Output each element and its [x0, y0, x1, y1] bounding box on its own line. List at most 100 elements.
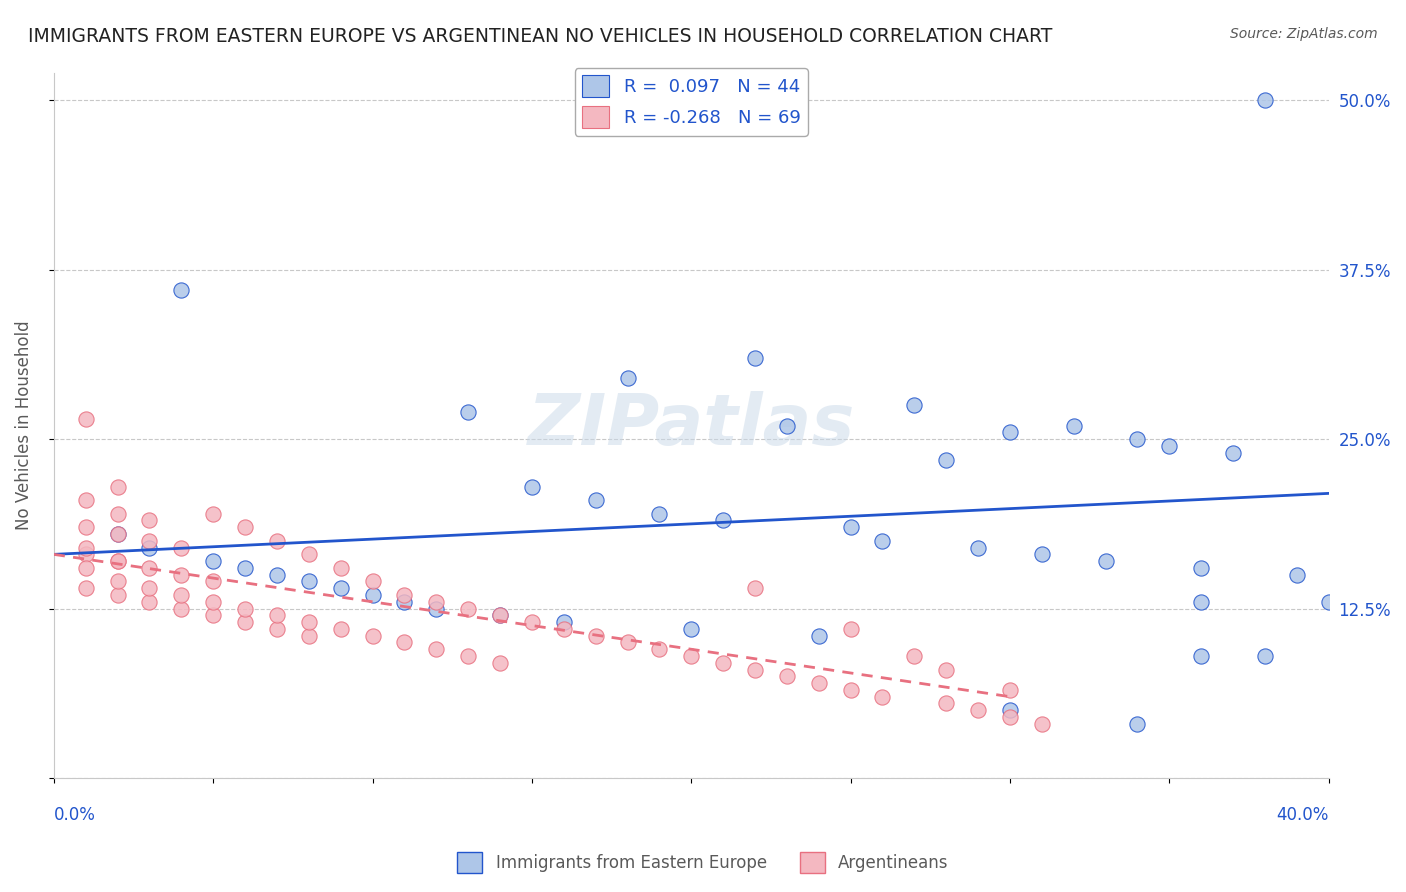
Point	[998, 710, 1021, 724]
Point	[998, 425, 1021, 440]
Point	[1159, 439, 1181, 453]
Point	[839, 622, 862, 636]
Point	[266, 608, 288, 623]
Point	[776, 669, 799, 683]
Point	[138, 561, 160, 575]
Point	[776, 418, 799, 433]
Point	[138, 581, 160, 595]
Point	[107, 527, 129, 541]
Point	[298, 615, 321, 629]
Point	[1222, 446, 1244, 460]
Point	[1063, 418, 1085, 433]
Point	[1254, 648, 1277, 663]
Point	[457, 405, 479, 419]
Point	[681, 648, 703, 663]
Point	[107, 480, 129, 494]
Point	[75, 541, 97, 555]
Point	[967, 703, 990, 717]
Point	[75, 581, 97, 595]
Point	[170, 283, 193, 297]
Y-axis label: No Vehicles in Household: No Vehicles in Household	[15, 321, 32, 531]
Point	[1126, 716, 1149, 731]
Point	[998, 682, 1021, 697]
Point	[616, 635, 638, 649]
Point	[233, 561, 256, 575]
Point	[233, 615, 256, 629]
Point	[457, 648, 479, 663]
Point	[75, 493, 97, 508]
Point	[266, 533, 288, 548]
Point	[170, 541, 193, 555]
Point	[266, 622, 288, 636]
Point	[107, 527, 129, 541]
Point	[202, 554, 225, 568]
Point	[138, 595, 160, 609]
Point	[107, 554, 129, 568]
Point	[872, 533, 894, 548]
Point	[457, 601, 479, 615]
Point	[711, 514, 734, 528]
Point	[329, 581, 352, 595]
Point	[744, 663, 766, 677]
Point	[1254, 93, 1277, 107]
Point	[1285, 567, 1308, 582]
Point	[1126, 432, 1149, 446]
Point	[616, 371, 638, 385]
Point	[520, 615, 543, 629]
Point	[202, 595, 225, 609]
Text: Source: ZipAtlas.com: Source: ZipAtlas.com	[1230, 27, 1378, 41]
Point	[266, 567, 288, 582]
Point	[233, 601, 256, 615]
Point	[903, 648, 925, 663]
Point	[839, 682, 862, 697]
Point	[711, 656, 734, 670]
Point	[202, 608, 225, 623]
Point	[75, 412, 97, 426]
Point	[807, 676, 830, 690]
Point	[170, 601, 193, 615]
Point	[967, 541, 990, 555]
Point	[935, 452, 957, 467]
Text: 0.0%: 0.0%	[53, 806, 96, 824]
Point	[553, 615, 575, 629]
Point	[935, 697, 957, 711]
Point	[489, 608, 512, 623]
Point	[107, 574, 129, 589]
Point	[648, 642, 671, 657]
Point	[107, 554, 129, 568]
Point	[1189, 595, 1212, 609]
Point	[107, 507, 129, 521]
Point	[744, 581, 766, 595]
Point	[107, 588, 129, 602]
Point	[170, 588, 193, 602]
Point	[329, 561, 352, 575]
Point	[489, 656, 512, 670]
Point	[361, 588, 384, 602]
Point	[903, 398, 925, 412]
Point	[520, 480, 543, 494]
Point	[489, 608, 512, 623]
Point	[1317, 595, 1340, 609]
Point	[394, 595, 416, 609]
Legend: R =  0.097   N = 44, R = -0.268   N = 69: R = 0.097 N = 44, R = -0.268 N = 69	[575, 68, 807, 136]
Point	[1094, 554, 1116, 568]
Point	[935, 663, 957, 677]
Point	[807, 629, 830, 643]
Point	[1189, 561, 1212, 575]
Point	[872, 690, 894, 704]
Point	[75, 561, 97, 575]
Point	[1189, 648, 1212, 663]
Point	[648, 507, 671, 521]
Point	[681, 622, 703, 636]
Point	[1031, 716, 1053, 731]
Point	[744, 351, 766, 365]
Point	[585, 493, 607, 508]
Point	[138, 514, 160, 528]
Legend: Immigrants from Eastern Europe, Argentineans: Immigrants from Eastern Europe, Argentin…	[450, 846, 956, 880]
Point	[170, 567, 193, 582]
Point	[425, 642, 447, 657]
Point	[138, 541, 160, 555]
Point	[202, 507, 225, 521]
Point	[202, 574, 225, 589]
Point	[298, 574, 321, 589]
